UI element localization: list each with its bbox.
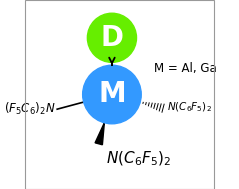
Text: M = Al, Ga: M = Al, Ga	[153, 62, 216, 74]
Text: M: M	[98, 81, 126, 108]
Text: D: D	[100, 24, 123, 52]
Text: $N(C_6F_5)_2$: $N(C_6F_5)_2$	[167, 100, 212, 114]
Polygon shape	[95, 123, 104, 145]
Circle shape	[87, 13, 136, 62]
Text: $(F_5C_6)_2N$: $(F_5C_6)_2N$	[4, 101, 55, 117]
Circle shape	[83, 65, 141, 124]
Text: $N(C_6F_5)_2$: $N(C_6F_5)_2$	[106, 149, 171, 168]
